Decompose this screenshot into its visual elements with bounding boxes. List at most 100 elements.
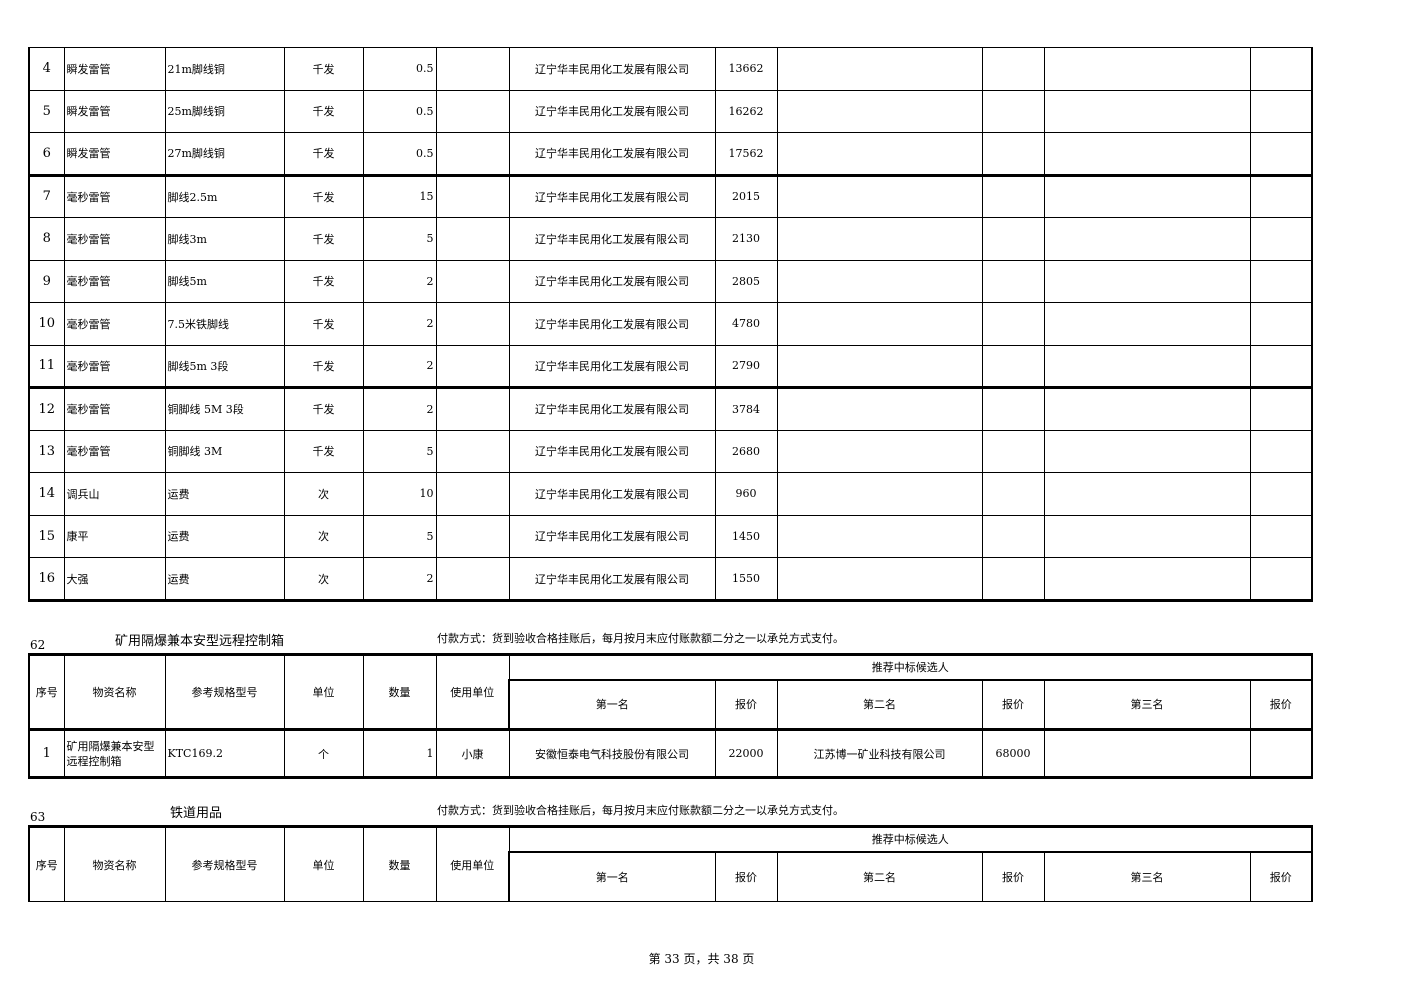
header-spec: 参考规格型号 xyxy=(164,825,285,902)
table-row: 9 毫秒雷管 脚线5m 千发 2 辽宁华丰民用化工发展有限公司 2805 xyxy=(28,259,1313,303)
cell-price3 xyxy=(1249,557,1313,602)
cell-name: 毫秒雷管 xyxy=(63,217,166,261)
cell-price1: 2130 xyxy=(714,217,778,261)
table-row: 13 毫秒雷管 铜脚线 3M 千发 5 辽宁华丰民用化工发展有限公司 2680 xyxy=(28,429,1313,473)
cell-unit: 次 xyxy=(283,514,364,558)
cell-qty: 10 xyxy=(362,472,437,516)
cell-price2 xyxy=(981,173,1045,218)
cell-price1: 3784 xyxy=(714,386,778,431)
cell-spec: 运费 xyxy=(164,557,285,602)
cell-unit: 千发 xyxy=(283,217,364,261)
cell-price2 xyxy=(981,47,1045,91)
cell-spec: 铜脚线 5M 3段 xyxy=(164,386,285,431)
cell-price2 xyxy=(981,132,1045,176)
cell-first: 辽宁华丰民用化工发展有限公司 xyxy=(508,386,716,431)
cell-third xyxy=(1043,472,1251,516)
header-third: 第三名 xyxy=(1043,850,1251,902)
cell-price3 xyxy=(1249,514,1313,558)
cell-third xyxy=(1043,47,1251,91)
cell-third xyxy=(1043,728,1251,779)
cell-second xyxy=(776,344,983,388)
cell-qty: 0.5 xyxy=(362,89,437,133)
cell-third xyxy=(1043,429,1251,473)
payment-terms: 付款方式：货到验收合格挂账后，每月按月末应付账款额二分之一以承兑方式支付。 xyxy=(437,804,844,817)
header-recommended: 推荐中标候选人 xyxy=(508,653,1313,680)
cell-third xyxy=(1043,259,1251,303)
cell-price2 xyxy=(981,344,1045,388)
cell-name: 毫秒雷管 xyxy=(63,386,166,431)
cell-no: 6 xyxy=(28,132,65,176)
header-name: 物资名称 xyxy=(63,653,166,730)
cell-name: 毫秒雷管 xyxy=(63,302,166,346)
cell-price1: 960 xyxy=(714,472,778,516)
cell-price3 xyxy=(1249,344,1313,388)
cell-name: 瞬发雷管 xyxy=(63,89,166,133)
cell-qty: 2 xyxy=(362,302,437,346)
table-row: 11 毫秒雷管 脚线5m 3段 千发 2 辽宁华丰民用化工发展有限公司 2790 xyxy=(28,344,1313,388)
cell-price1: 2015 xyxy=(714,173,778,218)
header-price1: 报价 xyxy=(714,850,778,902)
section-number: 62 xyxy=(30,638,46,652)
cell-second xyxy=(776,259,983,303)
cell-no: 15 xyxy=(28,514,65,558)
cell-price1: 4780 xyxy=(714,302,778,346)
cell-first: 辽宁华丰民用化工发展有限公司 xyxy=(508,173,716,218)
cell-third xyxy=(1043,514,1251,558)
cell-unit: 次 xyxy=(283,557,364,602)
cell-unit: 千发 xyxy=(283,47,364,91)
table-row: 5 瞬发雷管 25m脚线铜 千发 0.5 辽宁华丰民用化工发展有限公司 16262 xyxy=(28,89,1313,133)
cell-user xyxy=(435,514,510,558)
header-second: 第二名 xyxy=(776,678,983,730)
cell-name: 调兵山 xyxy=(63,472,166,516)
cell-user xyxy=(435,344,510,388)
cell-price1: 2680 xyxy=(714,429,778,473)
cell-user xyxy=(435,47,510,91)
header-no: 序号 xyxy=(28,653,65,730)
header-no: 序号 xyxy=(28,825,65,902)
cell-second xyxy=(776,47,983,91)
cell-qty: 2 xyxy=(362,259,437,303)
table-row: 10 毫秒雷管 7.5米铁脚线 千发 2 辽宁华丰民用化工发展有限公司 4780 xyxy=(28,302,1313,346)
cell-first: 辽宁华丰民用化工发展有限公司 xyxy=(508,217,716,261)
cell-no: 7 xyxy=(28,173,65,218)
cell-user xyxy=(435,173,510,218)
cell-price1: 2805 xyxy=(714,259,778,303)
cell-qty: 5 xyxy=(362,514,437,558)
header-unit: 单位 xyxy=(283,653,364,730)
cell-name: 瞬发雷管 xyxy=(63,47,166,91)
cell-first: 安徽恒泰电气科技股份有限公司 xyxy=(508,728,716,779)
header-row: 序号 物资名称 参考规格型号 单位 数量 使用单位 推荐中标候选人 xyxy=(28,653,1313,730)
cell-price1: 22000 xyxy=(714,728,778,779)
cell-price3 xyxy=(1249,302,1313,346)
cell-second xyxy=(776,132,983,176)
cell-name: 矿用隔爆兼本安型远程控制箱 xyxy=(63,728,166,779)
table-row: 14 调兵山 运费次 10 辽宁华丰民用化工发展有限公司 960 xyxy=(28,472,1313,516)
cell-price1: 16262 xyxy=(714,89,778,133)
cell-spec: 脚线3m xyxy=(164,217,285,261)
cell-user xyxy=(435,429,510,473)
cell-spec: 运费 xyxy=(164,472,285,516)
cell-name: 毫秒雷管 xyxy=(63,344,166,388)
payment-terms: 付款方式：货到验收合格挂账后，每月按月末应付账款额二分之一以承兑方式支付。 xyxy=(437,632,844,645)
cell-third xyxy=(1043,132,1251,176)
cell-price1: 17562 xyxy=(714,132,778,176)
cell-third xyxy=(1043,302,1251,346)
table-row: 8 毫秒雷管 脚线3m 千发 5 辽宁华丰民用化工发展有限公司 2130 xyxy=(28,217,1313,261)
header-price2: 报价 xyxy=(981,678,1045,730)
section-title: 铁道用品 xyxy=(170,806,223,821)
cell-qty: 1 xyxy=(362,728,437,779)
cell-price1: 13662 xyxy=(714,47,778,91)
cell-user xyxy=(435,302,510,346)
cell-qty: 5 xyxy=(362,217,437,261)
cell-price3 xyxy=(1249,47,1313,91)
cell-first: 辽宁华丰民用化工发展有限公司 xyxy=(508,132,716,176)
cell-price1: 1450 xyxy=(714,514,778,558)
section-62-table: 序号 物资名称 参考规格型号 单位 数量 使用单位 推荐中标候选人 第一名 报价 第二名 报价 第三名… xyxy=(28,653,1313,779)
cell-third xyxy=(1043,344,1251,388)
cell-third xyxy=(1043,386,1251,431)
cell-no: 10 xyxy=(28,302,65,346)
cell-user: 小康 xyxy=(435,728,510,779)
cell-no: 13 xyxy=(28,429,65,473)
cell-price2 xyxy=(981,429,1045,473)
cell-second xyxy=(776,173,983,218)
